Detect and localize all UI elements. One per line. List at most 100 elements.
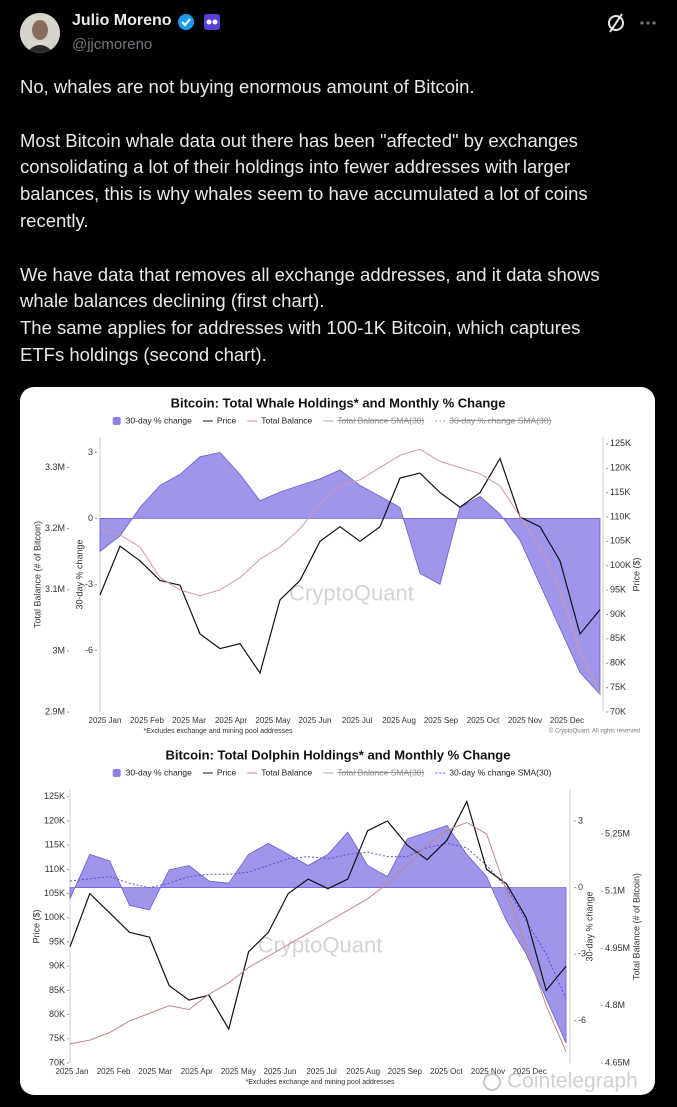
series-area — [99, 451, 601, 696]
x-tick-label: 2025 Jan — [56, 1067, 89, 1076]
legend-swatch — [112, 417, 121, 425]
action-icons[interactable] — [600, 10, 670, 36]
copyright: © CryptoQuant. All rights reserved — [549, 728, 640, 735]
y-tick-label: 120K — [610, 463, 631, 473]
x-tick-label: 2025 Dec — [550, 716, 584, 725]
x-tick-label: 2025 May — [255, 716, 290, 725]
x-tick-label: 2025 Dec — [512, 1067, 546, 1076]
y-tick-label: 3.3M — [45, 462, 65, 472]
y-tick-label: 100K — [610, 560, 631, 570]
y-tick-label: 105K — [44, 888, 65, 898]
text-line: Most Bitcoin whale data out there has be… — [20, 129, 578, 151]
x-tick-label: 2025 Jan — [89, 716, 122, 725]
watermark-text: Cointelegraph — [507, 1070, 638, 1093]
x-tick-label: 2025 Jun — [264, 1067, 297, 1076]
x-tick-label: 2025 Jul — [342, 716, 372, 725]
chart-note: *Excludes exchange and mining pool addre… — [143, 728, 293, 735]
author-name[interactable]: Julio Moreno — [72, 12, 172, 29]
series-line — [99, 448, 601, 694]
x-tick-label: 2025 Jun — [299, 716, 332, 725]
y-tick-label: 80K — [49, 1009, 65, 1019]
series-line — [69, 821, 567, 1052]
series-line — [69, 799, 567, 1031]
y-tick-label: 115K — [610, 487, 630, 497]
badges — [178, 12, 228, 37]
x-tick-label: 2025 Aug — [346, 1067, 380, 1076]
legend-label: 30-day % change SMA(30) — [449, 767, 551, 777]
legend-item: 30-day % change — [112, 415, 192, 425]
y-tick-label: 110K — [610, 511, 630, 521]
legend-label: 30-day % change SMA(30) — [449, 415, 551, 425]
axis-title: Total Balance (# of Bitcoin) — [631, 873, 641, 980]
x-tick-label: 2025 Feb — [97, 1067, 131, 1076]
chart-image[interactable]: Bitcoin: Total Whale Holdings* and Month… — [20, 387, 655, 1095]
y-tick-label: 0 — [578, 882, 583, 892]
series-line — [99, 457, 601, 675]
chart-title: Bitcoin: Total Whale Holdings* and Month… — [171, 395, 506, 410]
x-tick-label: 2025 Mar — [172, 716, 206, 725]
post-text: No, whales are not buying enormous amoun… — [20, 74, 660, 396]
legend-swatch — [112, 769, 121, 777]
x-tick-label: 2025 Nov — [471, 1067, 505, 1076]
y-tick-label: 85K — [610, 633, 626, 643]
legend: 30-day % change Price Total Balance Total B… — [112, 767, 551, 777]
y-tick-label: 80K — [610, 658, 626, 668]
x-tick-label: 2025 Nov — [508, 716, 542, 725]
legend-label: Total Balance — [261, 415, 312, 425]
y-tick-label: 4.8M — [605, 1000, 625, 1010]
legend-item: 30-day % change SMA(30) — [435, 767, 551, 777]
watermark: CryptoQuant — [258, 932, 383, 957]
x-tick-label: 2025 Aug — [382, 716, 416, 725]
y-tick-label: 110K — [45, 864, 65, 874]
y-tick-label: 120K — [44, 815, 65, 825]
x-tick-label: 2025 May — [221, 1067, 256, 1076]
legend-label: Total Balance — [261, 767, 312, 777]
x-tick-label: 2025 Sep — [424, 716, 459, 725]
y-tick-label: 100K — [44, 912, 65, 922]
legend-item: Price — [202, 415, 237, 425]
legend-item: Total Balance — [247, 415, 313, 425]
avatar[interactable] — [20, 13, 60, 53]
y-tick-label: -6 — [578, 1015, 586, 1025]
chart-note: *Excludes exchange and mining pool addre… — [245, 1079, 395, 1086]
axis-title: 30-day % change — [74, 539, 84, 609]
y-tick-label: 5.1M — [605, 886, 625, 896]
y-tick-label: 85K — [49, 985, 65, 995]
x-tick-label: 2025 Apr — [215, 716, 247, 725]
legend-item: Price — [202, 767, 237, 777]
paragraph: No, whales are not buying enormous amoun… — [20, 74, 660, 101]
axis-title: 30-day % change — [584, 891, 594, 961]
legend-item: 30-day % change — [112, 767, 192, 777]
text-line: We have data that removes all exchange a… — [20, 263, 600, 285]
y-tick-label: 4.65M — [605, 1057, 630, 1067]
x-tick-label: 2025 Oct — [430, 1067, 463, 1076]
y-tick-label: 105K — [610, 536, 631, 546]
legend: 30-day % change Price Total Balance Total B… — [112, 415, 551, 425]
x-tick-label: 2025 Feb — [130, 716, 164, 725]
y-tick-label: 95K — [49, 936, 65, 946]
legend-label: Price — [217, 767, 237, 777]
badge-icons — [178, 14, 220, 30]
x-tick-label: 2025 Sep — [388, 1067, 423, 1076]
y-tick-label: 90K — [610, 609, 626, 619]
y-tick-label: 75K — [49, 1033, 65, 1043]
legend-item: 30-day % change SMA(30) — [435, 415, 551, 425]
legend-item: Total Balance SMA(30) — [323, 415, 424, 425]
cointelegraph-watermark: Cointelegraph — [483, 1070, 638, 1093]
y-tick-label: 3M — [52, 645, 65, 655]
author-handle[interactable]: @jjcmoreno — [72, 36, 153, 53]
charts: Bitcoin: Total Whale Holdings* and Month… — [31, 395, 641, 1093]
y-tick-label: 3.1M — [45, 584, 65, 594]
y-tick-label: 125K — [44, 791, 65, 801]
paragraph: Most Bitcoin whale data out there has be… — [20, 128, 660, 235]
x-tick-label: 2025 Mar — [138, 1067, 172, 1076]
header-icons — [600, 10, 670, 41]
y-tick-label: -6 — [85, 645, 93, 655]
y-tick-label: 3 — [578, 815, 583, 825]
text-line: recently. — [20, 209, 89, 231]
legend-label: Total Balance SMA(30) — [337, 415, 424, 425]
y-tick-label: 3.2M — [45, 523, 65, 533]
y-tick-label: -3 — [578, 949, 586, 959]
axis-title: Price ($) — [631, 557, 641, 591]
